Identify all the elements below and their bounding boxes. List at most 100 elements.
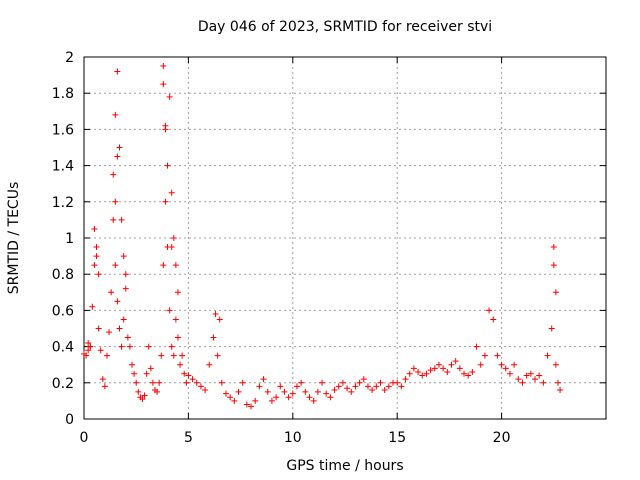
data-point [193,379,200,386]
data-point [222,390,229,397]
data-point [235,388,242,395]
data-point [339,379,346,386]
data-point [135,388,142,395]
data-point [490,316,497,323]
data-point [216,316,223,323]
data-point [540,379,547,386]
data-point [170,235,177,241]
data-point [174,334,181,341]
data-point [494,352,501,359]
y-tick-label: 0.8 [52,267,74,283]
data-point [168,343,175,350]
data-point [126,343,133,350]
x-tick-label: 5 [184,430,193,446]
data-point [91,225,98,232]
data-point [158,352,165,359]
data-point [289,390,296,397]
data-point [373,383,380,390]
data-point [419,372,426,379]
data-point [112,111,119,118]
data-point [85,339,92,346]
data-point [452,358,459,365]
data-point [164,162,171,169]
data-point [552,289,559,296]
data-point [264,388,271,395]
data-point [103,352,110,359]
data-point [218,379,225,386]
data-point [511,361,518,368]
data-point [548,325,555,332]
data-point [85,347,92,354]
data-point [124,334,131,341]
data-point [498,361,505,368]
data-point [523,372,530,379]
data-point [486,307,493,314]
data-point [506,370,513,377]
data-point [120,253,127,260]
data-point [139,396,146,403]
data-point [327,394,334,401]
y-tick-label: 1 [65,231,74,247]
data-point [364,383,371,390]
data-point [162,122,169,129]
data-points [81,63,564,410]
data-point [118,216,125,223]
data-point [147,365,154,372]
data-point [160,262,167,269]
data-point [206,361,213,368]
data-point [110,171,117,178]
data-point [112,198,119,205]
y-tick-label: 1.6 [52,122,74,138]
data-point [243,401,250,408]
data-point [168,244,175,251]
data-point [95,271,102,278]
data-point [93,253,100,260]
data-point [212,311,219,318]
data-point [170,352,177,359]
tick-labels: 0 5 10 15 20 0 0.2 0.4 0.6 0.8 1 1.2 1.4 1.6 1.8 2 [52,50,511,446]
data-point [252,397,259,404]
y-axis-label: SRMTID / TECUs [6,182,22,295]
data-point [256,383,263,390]
data-point [550,262,557,269]
data-point [87,343,94,350]
data-point [156,379,163,386]
y-tick-label: 0.4 [52,340,74,356]
data-point [114,298,121,305]
data-point [360,376,367,383]
data-point [239,379,246,386]
data-point [172,316,179,323]
x-tick-label: 0 [80,430,89,446]
data-point [410,365,417,372]
data-point [260,376,267,383]
data-point [83,352,90,359]
data-point [112,262,119,269]
data-point [145,343,152,350]
data-point [550,244,557,251]
data-point [214,352,221,359]
data-point [89,303,96,310]
data-point [448,361,455,368]
data-point [160,81,167,88]
data-point [394,379,401,386]
data-point [166,307,173,314]
data-point [202,387,209,394]
data-point [166,93,173,100]
data-point [154,388,161,395]
data-point [310,397,317,404]
data-point [502,365,509,372]
data-point [285,394,292,401]
data-point [431,365,438,372]
data-point [162,198,169,205]
data-point [344,385,351,392]
data-point [385,383,392,390]
data-point [440,365,447,372]
data-point [331,387,338,394]
data-point [456,365,463,372]
data-point [97,347,104,354]
chart-title: Day 046 of 2023, SRMTID for receiver stv… [198,19,492,35]
x-tick-label: 15 [388,430,406,446]
data-point [352,383,359,390]
